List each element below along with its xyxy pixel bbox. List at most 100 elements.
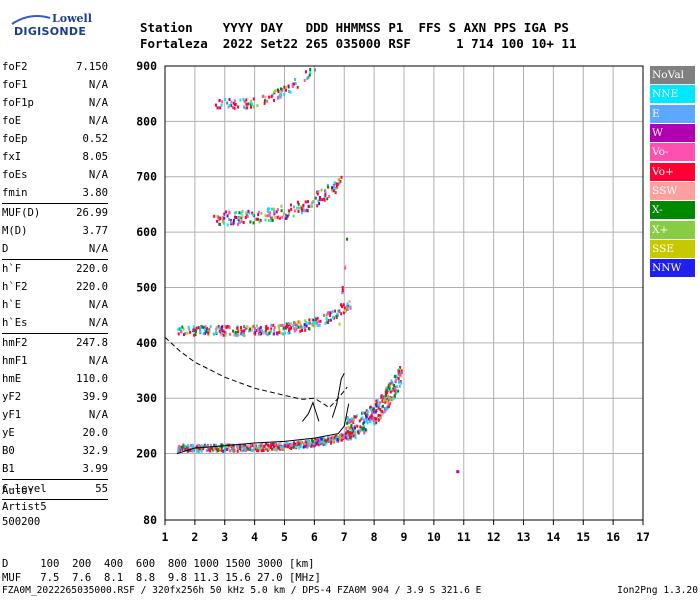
echo-point	[350, 429, 353, 433]
param-row: yF2 39.9	[2, 388, 108, 406]
echo-point	[348, 299, 351, 303]
param-row: yE 20.0	[2, 424, 108, 442]
echo-point	[336, 314, 339, 317]
echo-point	[301, 326, 304, 329]
echo-point	[194, 329, 197, 333]
echo-point	[292, 441, 295, 445]
echo-point	[260, 211, 263, 215]
param-value: 20.0	[82, 427, 108, 439]
echo-point	[333, 181, 336, 185]
x-tick-label: 2	[191, 530, 198, 544]
echo-point	[340, 438, 343, 442]
echo-point	[220, 103, 223, 107]
echo-point	[221, 215, 224, 219]
x-tick-label: 16	[606, 530, 620, 544]
echo-point	[349, 436, 352, 440]
echo-point	[233, 333, 236, 337]
echo-point	[302, 207, 305, 211]
param-label: h`Es	[2, 317, 28, 329]
echo-point	[393, 384, 396, 387]
param-value: 3.99	[82, 463, 108, 475]
echo-point	[334, 191, 337, 195]
echo-point	[353, 424, 356, 428]
echo-point	[209, 443, 212, 447]
echo-point	[198, 449, 200, 453]
param-value: 220.0	[76, 263, 108, 275]
echo-point	[317, 190, 320, 193]
echo-point	[259, 325, 262, 329]
param-label: h`F2	[2, 281, 28, 293]
echo-point	[287, 84, 290, 88]
echo-point	[354, 434, 357, 438]
echo-point	[204, 445, 207, 449]
echo-point	[325, 313, 328, 317]
echo-point	[385, 387, 388, 391]
profile-solid-line	[302, 401, 320, 422]
echo-point	[227, 446, 230, 450]
echo-point	[334, 309, 337, 313]
x-tick-label: 9	[401, 530, 408, 544]
plot-frame	[164, 65, 644, 521]
x-tick-label: 5	[281, 530, 288, 544]
echo-point	[181, 325, 184, 329]
echo-point	[328, 439, 331, 443]
echo-point	[312, 200, 315, 204]
x-tick-label: 14	[546, 530, 560, 544]
echo-point	[373, 407, 376, 411]
echo-point	[284, 85, 287, 89]
echo-point	[346, 421, 349, 425]
echo-point	[236, 449, 239, 453]
echo-point	[244, 216, 247, 219]
echo-point	[263, 444, 266, 448]
echo-point	[325, 320, 328, 324]
echo-point	[200, 449, 203, 453]
param-row: hmE 110.0	[2, 370, 108, 388]
echo-point	[199, 330, 202, 334]
echo-point	[323, 313, 325, 317]
echo-point	[280, 93, 283, 97]
param-label: foE	[2, 115, 22, 127]
echo-point	[233, 106, 236, 110]
echo-point	[382, 395, 385, 399]
echo-point	[262, 448, 265, 452]
auto-label: Auto:	[2, 485, 34, 497]
echo-point	[296, 200, 299, 204]
echo-point	[324, 192, 327, 196]
echo-point	[197, 326, 200, 330]
echo-point	[191, 446, 194, 450]
echo-point	[327, 185, 330, 189]
echo-point	[240, 329, 243, 333]
echo-point	[318, 202, 321, 206]
chart-grid	[164, 65, 644, 525]
param-row: foF1p N/A	[2, 94, 108, 112]
echo-point	[310, 204, 313, 208]
echo-point	[217, 106, 220, 110]
echo-point	[270, 323, 273, 327]
echo-point	[341, 286, 344, 289]
param-row: foEs N/A	[2, 166, 108, 184]
echo-point	[261, 95, 264, 98]
echo-point	[271, 218, 274, 222]
echo-point	[243, 334, 246, 337]
echo-point	[456, 470, 460, 474]
echo-point	[240, 219, 243, 223]
echo-point	[372, 418, 375, 422]
echo-point	[341, 305, 344, 309]
param-value: 55	[95, 483, 108, 495]
profile-solid-line	[331, 373, 345, 418]
echo-point	[216, 219, 219, 223]
param-label: M(D)	[2, 225, 28, 237]
echo-point	[362, 411, 364, 415]
echo-point	[359, 429, 362, 433]
echo-point	[272, 444, 275, 448]
echo-point	[243, 325, 245, 328]
echo-point	[251, 103, 253, 107]
echo-point	[359, 425, 362, 429]
echo-point	[270, 219, 273, 223]
echo-point	[387, 405, 390, 409]
echo-point	[225, 210, 227, 214]
echo-point	[344, 436, 347, 440]
param-row: foE N/A	[2, 112, 108, 130]
echo-point	[271, 447, 274, 451]
echo-point	[239, 447, 241, 450]
